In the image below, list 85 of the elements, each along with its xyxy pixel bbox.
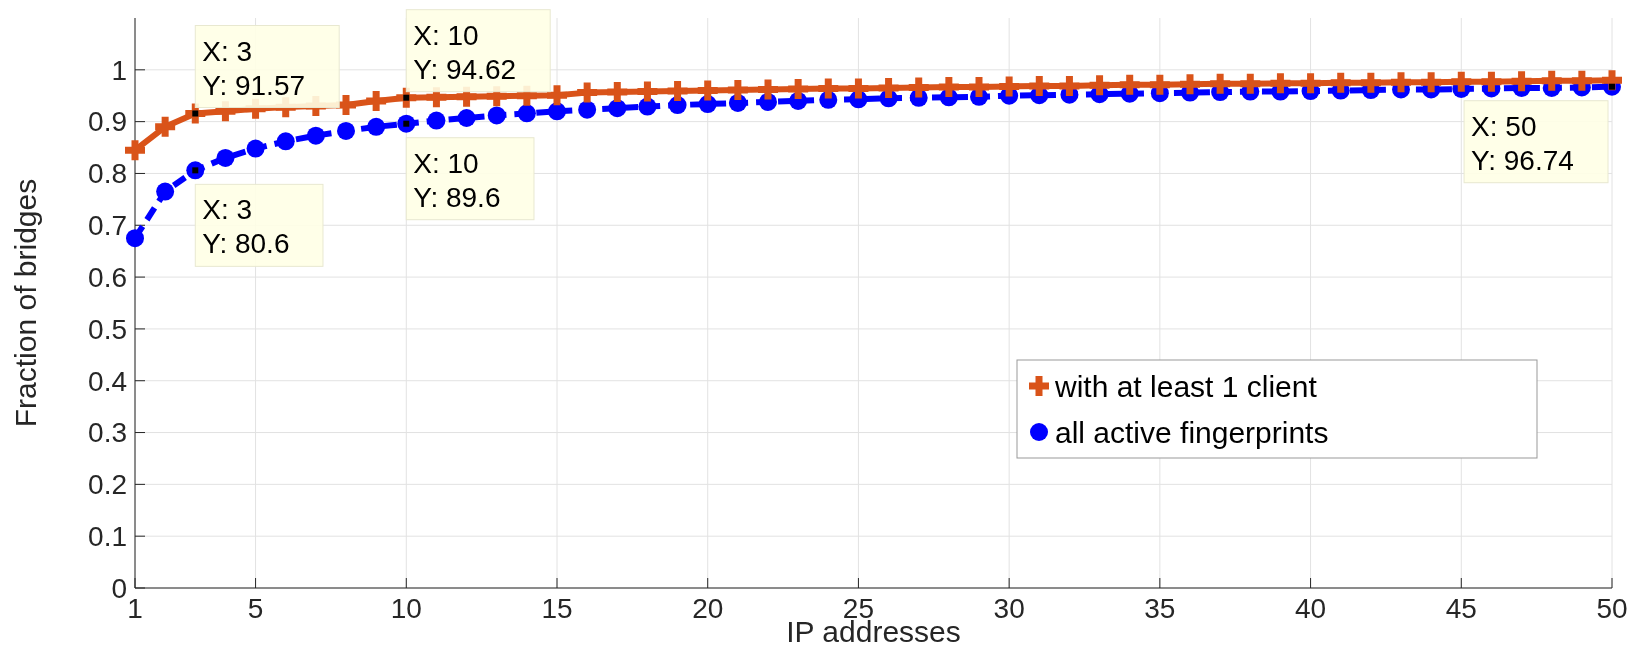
point: [457, 109, 476, 128]
point: [185, 103, 206, 124]
point: [1421, 72, 1442, 93]
annotation: X: 10 Y: 89.6: [413, 147, 501, 213]
point: [1391, 72, 1411, 93]
y-tick-label: 0: [111, 572, 127, 604]
point: [637, 81, 658, 102]
point: [548, 102, 566, 121]
point: [306, 126, 325, 145]
point: [697, 80, 718, 101]
point: [1451, 71, 1472, 92]
y-tick-label: 0.3: [88, 417, 127, 449]
point: [126, 229, 144, 248]
y-tick-label: 0.6: [88, 261, 127, 293]
point: [1541, 70, 1562, 91]
point: [276, 132, 295, 151]
point: [156, 182, 175, 201]
point: [1149, 74, 1170, 95]
point: [938, 76, 959, 97]
point: [1029, 75, 1050, 96]
point: [1511, 71, 1532, 92]
point: [667, 81, 688, 102]
point: [999, 76, 1020, 97]
point: [155, 116, 176, 137]
point: [1360, 72, 1381, 93]
point: [969, 76, 989, 97]
point: [1240, 73, 1261, 94]
y-tick-label: 0.5: [88, 313, 127, 345]
point: [186, 161, 205, 180]
point: [427, 111, 446, 130]
point: [337, 121, 355, 140]
annotation: X: 10 Y: 94.62: [413, 19, 517, 85]
point: [1571, 70, 1592, 91]
x-tick-label: 50: [1596, 593, 1628, 624]
point: [487, 106, 506, 125]
x-tick-label: 10: [390, 593, 422, 624]
point: [878, 77, 899, 98]
point: [818, 78, 839, 99]
legend-label: with at least 1 client: [1054, 369, 1318, 403]
point: [1089, 75, 1110, 96]
annotation: X: 50 Y: 96.74: [1471, 110, 1574, 176]
point: [1270, 73, 1291, 94]
y-tick-label: 0.4: [88, 365, 127, 397]
point: [727, 80, 748, 101]
x-tick-label: 40: [1294, 593, 1327, 624]
point: [788, 78, 809, 99]
y-tick-label: 0.1: [88, 520, 127, 552]
point: [1300, 73, 1321, 94]
point: [125, 140, 145, 161]
x-tick-label: 35: [1144, 593, 1176, 624]
y-tick-label: 0.8: [88, 158, 127, 190]
x-tick-label: 30: [993, 593, 1025, 624]
point: [607, 82, 628, 103]
annotation: X: 3 Y: 91.57: [202, 35, 306, 101]
point: [1481, 71, 1502, 92]
point: [366, 90, 387, 111]
point: [1119, 74, 1140, 95]
point: [396, 87, 417, 108]
point: [216, 148, 235, 167]
y-tick-label: 0.2: [88, 469, 127, 501]
point: [908, 77, 929, 98]
point: [578, 100, 597, 119]
legend-label: all active fingerprints: [1055, 415, 1329, 449]
point: [246, 139, 265, 158]
point: [608, 99, 627, 118]
point: [397, 114, 416, 133]
y-tick-label: 0.9: [88, 106, 127, 138]
point: [1059, 75, 1080, 96]
point: [1330, 72, 1351, 93]
y-tick-label: 0.7: [88, 210, 127, 242]
x-tick-label: 5: [247, 593, 264, 624]
annotation: X: 3 Y: 80.6: [202, 194, 290, 260]
point: [758, 79, 778, 100]
point: [1180, 74, 1200, 95]
y-tick-label: 1: [111, 54, 127, 86]
point: [367, 117, 386, 136]
point: [577, 82, 598, 103]
point: [547, 85, 567, 106]
y-axis-title: Fraction of bridges: [9, 178, 42, 428]
x-tick-label: 45: [1445, 593, 1477, 624]
point: [1210, 73, 1231, 94]
x-tick-label: 20: [692, 593, 724, 624]
x-tick-label: 15: [541, 593, 573, 624]
point: [517, 104, 536, 123]
point: [848, 78, 869, 99]
